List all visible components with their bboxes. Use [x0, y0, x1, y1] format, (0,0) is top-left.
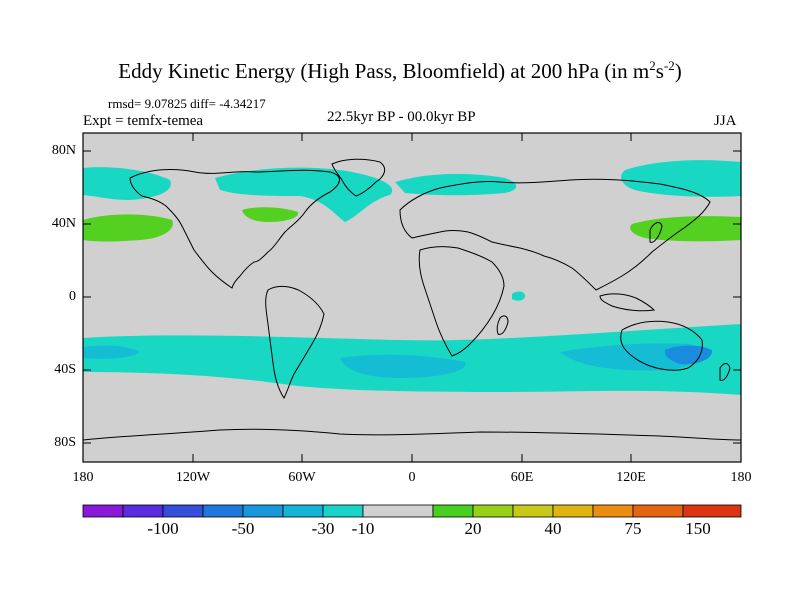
teal-region-indian-ocean — [560, 343, 699, 371]
coast-antarctica — [83, 428, 741, 441]
lat-label: 80S — [54, 435, 76, 450]
coast-madagascar — [496, 315, 509, 335]
colorbar-box — [472, 504, 514, 518]
coast-indonesia — [599, 293, 656, 312]
colorbar-box — [362, 504, 434, 518]
experiment-label: Expt = temfx-temea — [83, 113, 204, 129]
coastlines — [83, 158, 741, 441]
green-region-north-america — [242, 207, 299, 222]
coast-new-zealand — [719, 363, 731, 381]
lon-label: 180 — [730, 470, 752, 485]
colorbar-label: 40 — [544, 519, 562, 538]
blue-region-australia — [664, 345, 713, 365]
green-region-north-pacific-east — [83, 214, 173, 242]
cyan-region-pacific-north-west — [83, 167, 171, 200]
coast-japan — [649, 222, 663, 243]
colorbar-box — [592, 504, 634, 518]
colorbar-box — [552, 504, 594, 518]
lat-label: 40S — [54, 362, 76, 377]
lon-label: 120E — [616, 470, 646, 485]
colorbar-label: 150 — [685, 519, 711, 538]
colorbar-label: -50 — [231, 519, 255, 538]
cyan-spot-equatorial-atlantic — [512, 291, 525, 301]
colorbar-box — [432, 504, 474, 518]
colorbar-label: 20 — [464, 519, 482, 538]
coast-eurasia — [399, 178, 711, 291]
colorbar-box — [682, 504, 742, 518]
teal-region-south-pacific — [83, 345, 140, 359]
lon-label: 60W — [288, 470, 316, 485]
cyan-region-north-america — [215, 167, 393, 222]
colorbar-box — [322, 504, 364, 518]
field-contours — [83, 160, 741, 395]
teal-region-south-atlantic — [340, 354, 466, 378]
colorbar-label: -30 — [311, 519, 335, 538]
colorbar-label: -100 — [147, 519, 179, 538]
colorbar-box — [82, 504, 124, 518]
colorbar-box — [162, 504, 204, 518]
colorbar-label: 75 — [624, 519, 642, 538]
axis-ticks — [83, 133, 741, 462]
lon-label: 0 — [408, 470, 416, 485]
lon-label: 180 — [72, 470, 94, 485]
coast-africa — [418, 246, 505, 357]
coast-north-america — [129, 169, 340, 289]
colorbar-box — [632, 504, 684, 518]
lon-label: 60E — [510, 470, 534, 485]
colorbar-box — [242, 504, 284, 518]
colorbar-box — [122, 504, 164, 518]
colorbar — [82, 504, 742, 518]
colorbar-label: -10 — [351, 519, 375, 538]
map-title: Eddy Kinetic Energy (High Pass, Bloomfie… — [118, 58, 682, 83]
lat-label: 80N — [51, 143, 76, 158]
lat-label: 40N — [51, 216, 76, 231]
colorbar-box — [282, 504, 324, 518]
lon-label: 120W — [175, 470, 211, 485]
lat-label: 0 — [69, 289, 76, 304]
cyan-region-north-pacific — [621, 160, 741, 197]
stats-text: rmsd= 9.07825 diff= -4.34217 — [108, 96, 266, 111]
coast-australia — [620, 320, 703, 371]
colorbar-box — [202, 504, 244, 518]
period-label: 22.5kyr BP - 00.0kyr BP — [327, 109, 476, 125]
season-label: JJA — [714, 113, 737, 129]
coast-greenland — [331, 158, 386, 197]
coast-south-america — [265, 285, 325, 399]
colorbar-box — [512, 504, 554, 518]
